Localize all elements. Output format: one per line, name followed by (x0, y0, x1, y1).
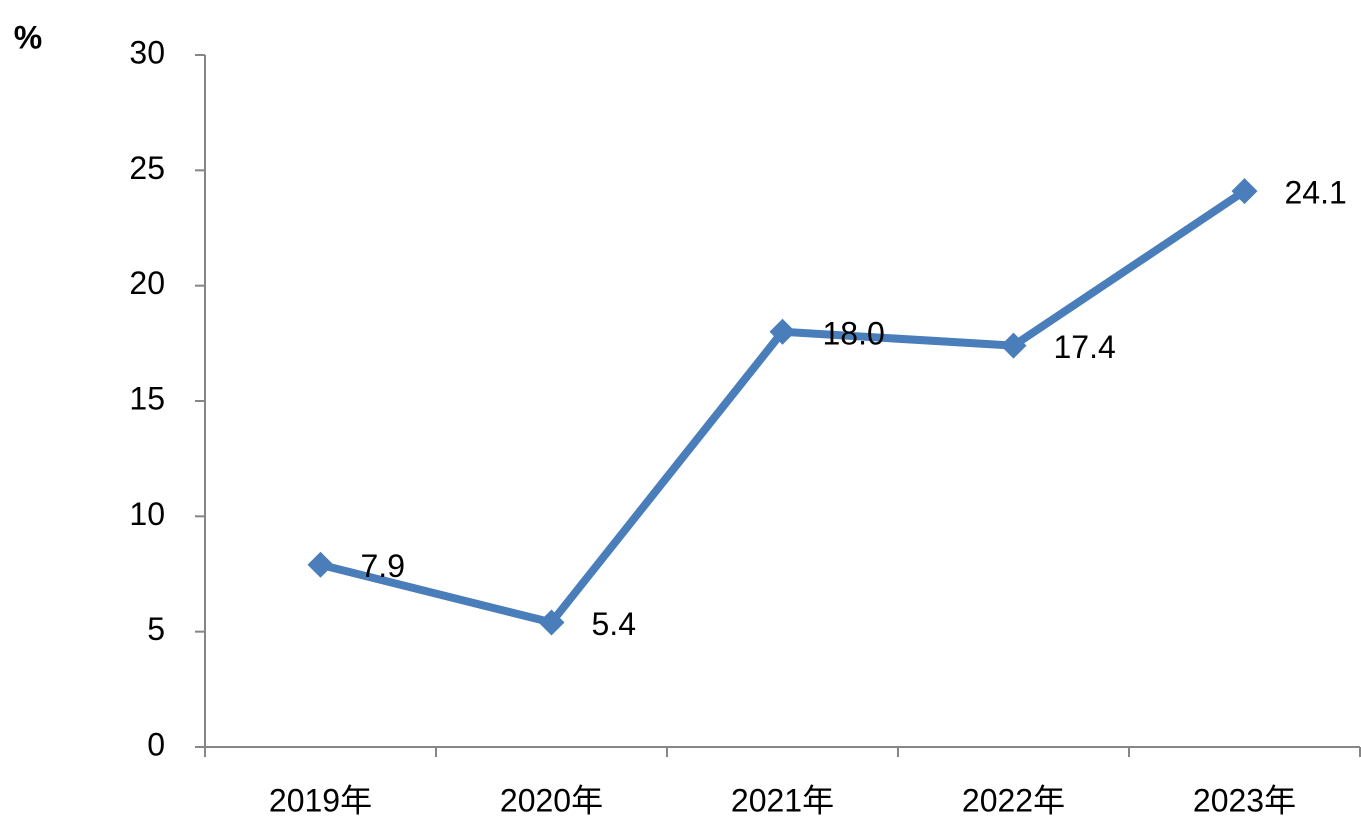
marker (538, 609, 565, 636)
y-tick-label: 15 (129, 380, 165, 416)
x-tick-label: 2020年 (500, 782, 603, 818)
marker (769, 318, 796, 345)
data-label: 7.9 (361, 548, 405, 584)
x-tick-label: 2019年 (269, 782, 372, 818)
data-label: 5.4 (592, 606, 636, 642)
y-tick-label: 0 (147, 726, 165, 762)
y-tick-label: 5 (147, 611, 165, 647)
marker (307, 551, 334, 578)
data-label: 17.4 (1054, 329, 1116, 365)
data-label: 24.1 (1285, 175, 1347, 211)
y-tick-label: 30 (129, 34, 165, 70)
y-tick-label: 10 (129, 496, 165, 532)
y-axis-label: % (14, 19, 42, 55)
marker (1231, 178, 1258, 205)
y-tick-label: 20 (129, 265, 165, 301)
line (319, 187, 1247, 627)
x-tick-label: 2023年 (1193, 782, 1296, 818)
marker (1000, 332, 1027, 359)
x-tick-label: 2021年 (731, 782, 834, 818)
y-tick-label: 25 (129, 150, 165, 186)
x-tick-label: 2022年 (962, 782, 1065, 818)
data-label: 18.0 (823, 315, 885, 351)
